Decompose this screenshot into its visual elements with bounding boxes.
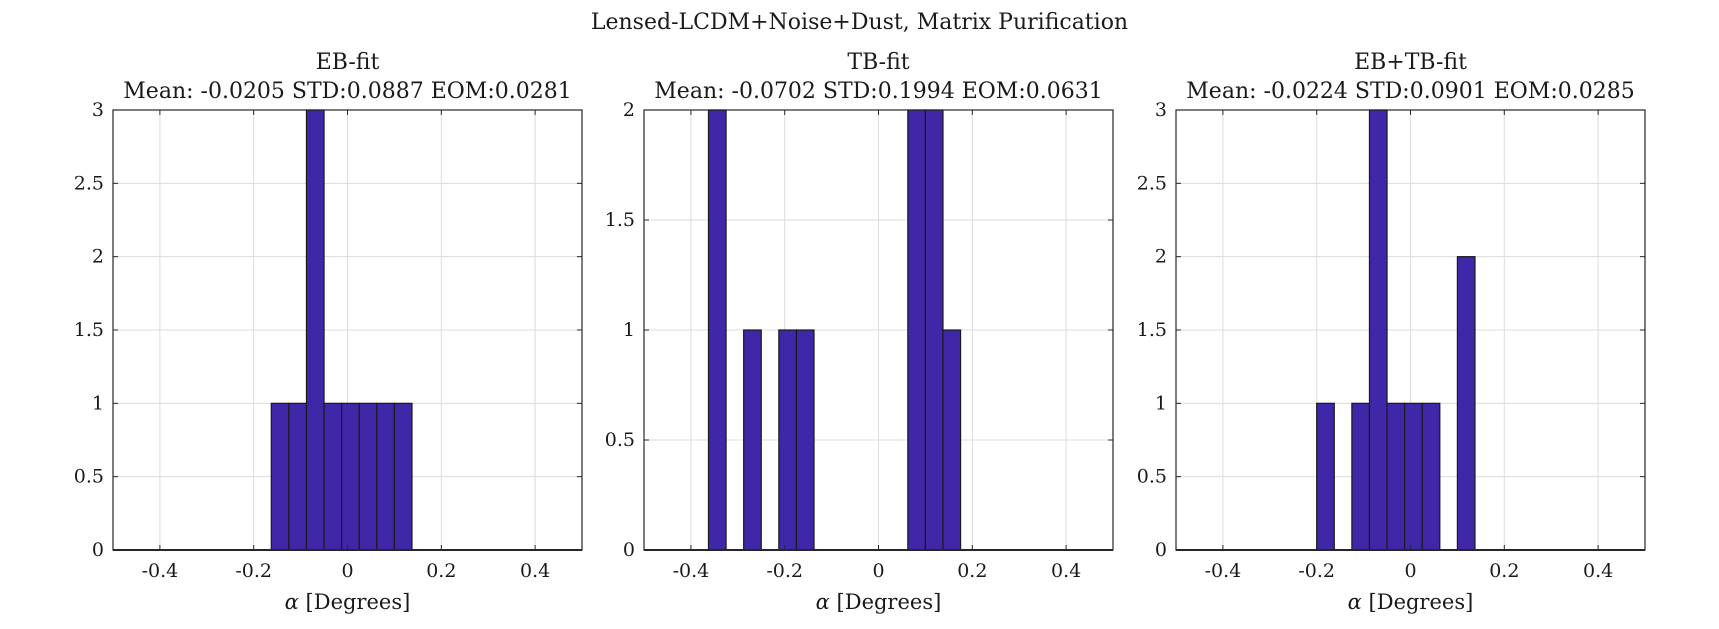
histogram-bar — [907, 109, 926, 551]
histogram-bar — [942, 329, 962, 551]
histogram-bar — [393, 402, 413, 551]
histogram-bar — [707, 109, 727, 551]
y-tick-label: 3 — [92, 99, 104, 121]
y-tick-label: 0 — [623, 539, 635, 561]
histogram-bar — [1368, 109, 1388, 551]
histogram-bar — [1456, 256, 1476, 551]
subplot-title: TB-fit — [847, 50, 909, 75]
x-axis-label-symbol: α — [1348, 590, 1362, 614]
x-axis-label-unit: [Degrees] — [830, 590, 941, 614]
subplot-1: -0.4 -0.2 0 0.2 0.4 0 0.5 1 1.5 2 2.5 3 EB-fit Mean: … — [74, 50, 583, 614]
subplot-2: -0.4 -0.2 0 0.2 0.4 0 0.5 1 1.5 2 TB-fit Mean: -0.0… — [605, 50, 1114, 614]
histogram-bar — [358, 402, 378, 551]
histogram-bar — [341, 402, 360, 551]
y-tick-label: 0.5 — [605, 429, 635, 451]
histogram-bar — [1316, 402, 1335, 551]
y-tick-label: 1.5 — [1137, 319, 1167, 341]
x-tick-label: 0.4 — [1051, 560, 1081, 582]
x-axis-label-unit: [Degrees] — [299, 590, 410, 614]
histogram-bar — [323, 402, 343, 551]
y-tick-label: 2 — [92, 246, 104, 268]
subplot-stats: Mean: -0.0205 STD:0.0887 EOM:0.0281 — [123, 79, 571, 104]
y-tick-label: 3 — [1155, 99, 1167, 121]
histogram-bar — [288, 402, 308, 551]
x-axis-label: α [Degrees] — [816, 590, 942, 614]
histogram-bar — [305, 109, 325, 551]
x-tick-label: -0.2 — [766, 560, 803, 582]
y-tick-label: 1 — [623, 319, 635, 341]
x-tick-label: -0.2 — [1298, 560, 1335, 582]
x-tick-label: 0 — [1404, 560, 1416, 582]
y-tick-label: 1.5 — [605, 209, 635, 231]
histogram-bar — [924, 109, 944, 551]
y-tick-label: 0 — [92, 539, 104, 561]
x-axis-label-unit: [Degrees] — [1362, 590, 1473, 614]
y-tick-label: 2.5 — [1137, 172, 1167, 194]
y-tick-label: 2 — [1155, 246, 1167, 268]
subplot-stats: Mean: -0.0224 STD:0.0901 EOM:0.0285 — [1186, 79, 1634, 104]
y-tick-label: 1 — [92, 392, 104, 414]
x-tick-label: -0.2 — [235, 560, 272, 582]
x-tick-label: -0.4 — [1205, 560, 1242, 582]
x-tick-label: 0.2 — [957, 560, 987, 582]
histogram-bar — [778, 329, 798, 551]
histogram-bar — [270, 402, 290, 551]
subplot-stats: Mean: -0.0702 STD:0.1994 EOM:0.0631 — [654, 79, 1102, 104]
x-axis-label: α [Degrees] — [1348, 590, 1474, 614]
histogram-bar — [1404, 402, 1423, 551]
y-tick-label: 1.5 — [74, 319, 104, 341]
x-tick-label: -0.4 — [673, 560, 710, 582]
x-tick-label: 0 — [872, 560, 884, 582]
subplot-3: -0.4 -0.2 0 0.2 0.4 0 0.5 1 1.5 2 2.5 3 EB+TB-fit Mea… — [1137, 50, 1646, 614]
y-tick-label: 0.5 — [1137, 466, 1167, 488]
x-axis-label: α [Degrees] — [285, 590, 411, 614]
x-axis-label-symbol: α — [816, 590, 830, 614]
x-tick-label: 0.2 — [1489, 560, 1519, 582]
x-axis-label-symbol: α — [285, 590, 299, 614]
subplot-title: EB-fit — [316, 50, 380, 75]
x-tick-label: -0.4 — [142, 560, 179, 582]
figure-suptitle: Lensed-LCDM+Noise+Dust, Matrix Purificat… — [591, 10, 1128, 35]
histogram-bar — [795, 329, 815, 551]
x-tick-label: 0.4 — [520, 560, 550, 582]
y-tick-label: 0 — [1155, 539, 1167, 561]
y-tick-label: 2.5 — [74, 172, 104, 194]
histogram-bar — [1351, 402, 1371, 551]
histogram-bar — [376, 402, 395, 551]
histogram-bar — [743, 329, 762, 551]
histogram-bar — [1386, 402, 1406, 551]
x-tick-label: 0.4 — [1583, 560, 1613, 582]
y-tick-label: 0.5 — [74, 466, 104, 488]
histogram-bar — [1421, 402, 1441, 551]
x-tick-label: 0 — [341, 560, 353, 582]
subplot-title: EB+TB-fit — [1354, 50, 1467, 75]
y-tick-label: 2 — [623, 99, 635, 121]
x-tick-label: 0.2 — [426, 560, 456, 582]
y-tick-label: 1 — [1155, 392, 1167, 414]
